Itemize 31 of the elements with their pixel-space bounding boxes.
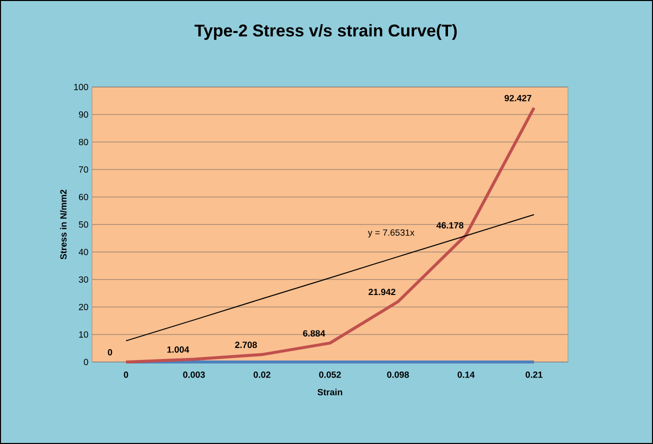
y-axis-title: Stress in N/mm2 xyxy=(60,190,67,260)
y-tick-label: 10 xyxy=(79,331,88,338)
x-axis-title: Strain xyxy=(318,388,342,396)
x-tick-label: 0.14 xyxy=(458,372,475,378)
y-tick-label: 60 xyxy=(78,194,88,200)
y-tick-label: 80 xyxy=(78,138,88,146)
y-tick-label: 100 xyxy=(74,84,88,90)
data-label: 0 xyxy=(108,349,112,356)
annotation: y = 7.6531x xyxy=(368,229,414,238)
y-tick-label: 30 xyxy=(78,276,88,283)
x-tick-label: 0 xyxy=(124,372,128,378)
x-tick-label: 0.098 xyxy=(387,372,409,378)
y-tick-label: 40 xyxy=(78,248,88,256)
y-tick-label: 20 xyxy=(78,304,88,310)
line-series xyxy=(124,106,536,364)
x-tick-label: 0.052 xyxy=(319,372,341,378)
x-tick-label: 0.003 xyxy=(183,372,205,378)
y-tick-label: 0 xyxy=(84,358,88,366)
y-tick-label: 50 xyxy=(78,221,88,228)
y-tick-label: 70 xyxy=(78,166,88,173)
data-label: 21.942 xyxy=(368,288,396,296)
y-tick-label: 90 xyxy=(78,111,88,118)
x-tick-label: 0.02 xyxy=(254,372,270,378)
x-tick-label: 0.21 xyxy=(526,372,542,378)
data-label: 6.884 xyxy=(303,330,326,337)
chart-title: Type-2 Stress v/s strain Curve(T) xyxy=(194,24,457,40)
data-label: 92.427 xyxy=(504,94,532,102)
data-label: 1.004 xyxy=(167,346,190,353)
data-label: 46.178 xyxy=(436,222,464,228)
line-series xyxy=(126,214,534,342)
data-label: 2.708 xyxy=(235,342,257,348)
